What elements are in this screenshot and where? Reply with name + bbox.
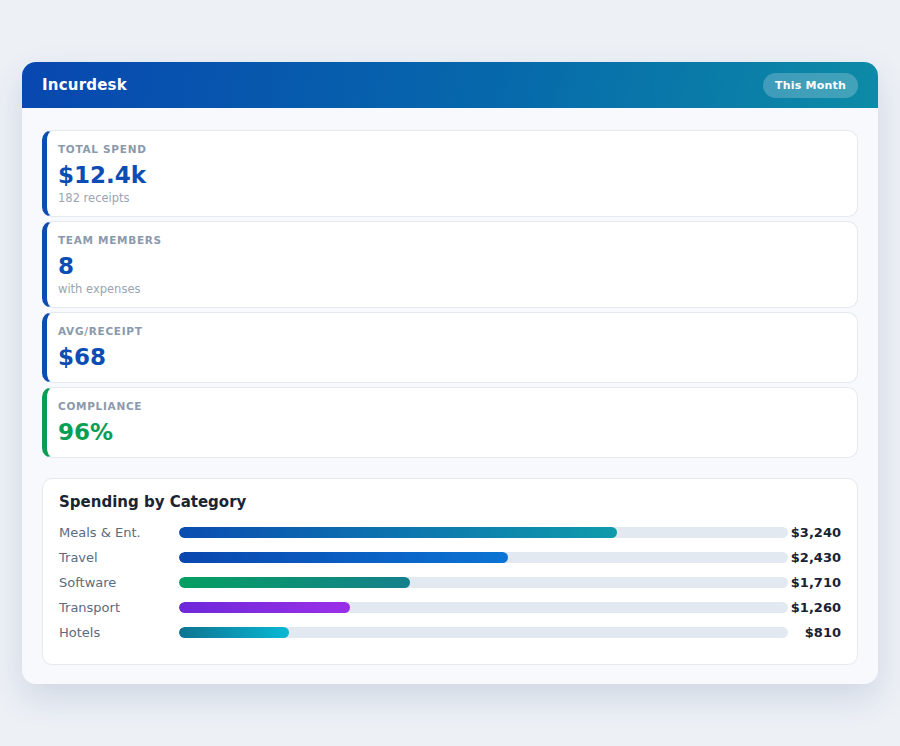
stat-sublabel: 182 receipts [58, 191, 841, 205]
stat-card: TEAM MEMBERS 8 with expenses [42, 221, 858, 308]
chart-row: Transport $1,260 [59, 595, 841, 620]
category-label: Hotels [59, 625, 179, 640]
dashboard-body: TOTAL SPEND $12.4k 182 receipts TEAM MEMBER… [22, 108, 878, 685]
bar-track [179, 602, 788, 613]
stat-value: 96% [58, 418, 841, 446]
stat-value: 8 [58, 252, 841, 280]
bar [179, 627, 289, 638]
chart-rows: Meals & Ent. $3,240 Travel $2,430 Software $1… [59, 520, 841, 645]
stat-card: COMPLIANCE 96% [42, 387, 858, 458]
chart-row: Software $1,710 [59, 570, 841, 595]
dashboard-card: Incurdesk This Month TOTAL SPEND $12.4k 18… [22, 62, 878, 684]
category-value: $1,710 [788, 575, 841, 590]
category-value: $810 [788, 625, 841, 640]
category-value: $3,240 [788, 525, 841, 540]
stat-card: TOTAL SPEND $12.4k 182 receipts [42, 130, 858, 217]
spending-chart-card: Spending by Category Meals & Ent. $3,240 T… [42, 478, 858, 665]
category-value: $2,430 [788, 550, 841, 565]
category-label: Meals & Ent. [59, 525, 179, 540]
stat-label: AVG/RECEIPT [58, 325, 841, 338]
bar [179, 577, 410, 588]
stat-label: COMPLIANCE [58, 400, 841, 413]
chart-row: Meals & Ent. $3,240 [59, 520, 841, 545]
stat-value: $68 [58, 343, 841, 371]
bar-track [179, 577, 788, 588]
stat-sublabel: with expenses [58, 282, 841, 296]
period-badge[interactable]: This Month [763, 73, 858, 98]
bar-track [179, 527, 788, 538]
category-value: $1,260 [788, 600, 841, 615]
stat-label: TOTAL SPEND [58, 143, 841, 156]
chart-row: Travel $2,430 [59, 545, 841, 570]
chart-title: Spending by Category [59, 495, 841, 510]
stats-list: TOTAL SPEND $12.4k 182 receipts TEAM MEMBER… [42, 130, 858, 458]
bar [179, 552, 508, 563]
bar-track [179, 627, 788, 638]
stat-card: AVG/RECEIPT $68 [42, 312, 858, 383]
app-title: Incurdesk [42, 76, 127, 94]
bar [179, 602, 350, 613]
stat-label: TEAM MEMBERS [58, 234, 841, 247]
stat-value: $12.4k [58, 161, 841, 189]
bar-track [179, 552, 788, 563]
chart-row: Hotels $810 [59, 620, 841, 645]
app-header: Incurdesk This Month [22, 62, 878, 108]
bar [179, 527, 617, 538]
category-label: Transport [59, 600, 179, 615]
category-label: Travel [59, 550, 179, 565]
category-label: Software [59, 575, 179, 590]
